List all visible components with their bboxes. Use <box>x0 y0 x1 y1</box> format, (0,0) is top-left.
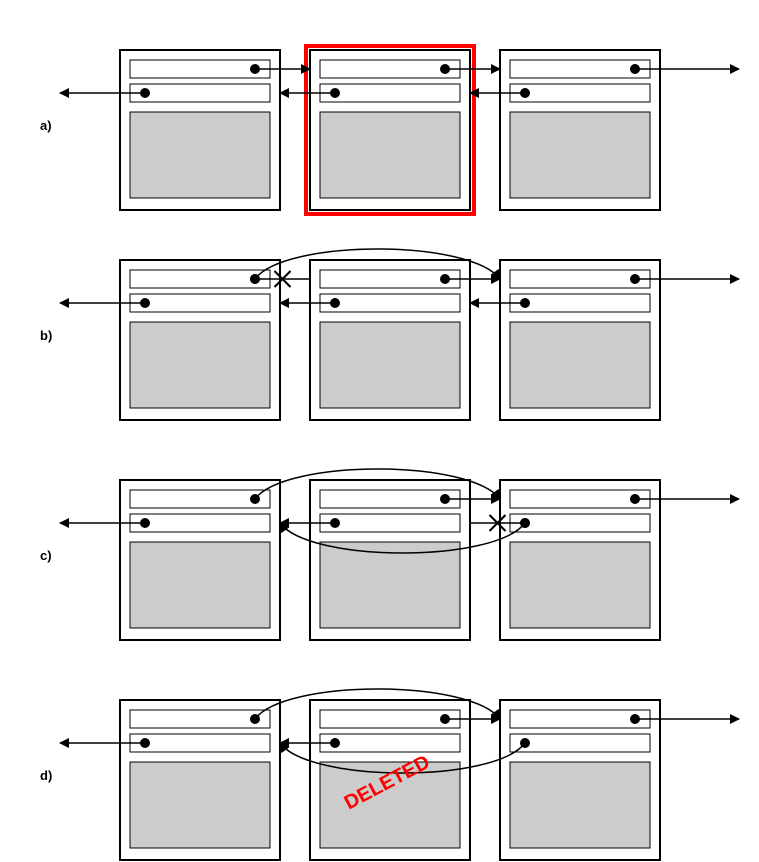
next-pointer-slot <box>510 710 650 728</box>
prev-pointer-slot <box>320 84 460 102</box>
next-pointer-slot <box>320 60 460 78</box>
diagram-row: c) <box>40 469 739 640</box>
prev-pointer-slot <box>130 294 270 312</box>
prev-pointer-slot <box>130 734 270 752</box>
prev-pointer-slot <box>510 294 650 312</box>
node-data-body <box>130 762 270 848</box>
next-pointer-slot <box>510 60 650 78</box>
node-data-body <box>320 542 460 628</box>
prev-pointer-slot <box>320 514 460 532</box>
next-pointer-slot <box>320 490 460 508</box>
node-data-body <box>130 542 270 628</box>
node-data-body <box>130 112 270 198</box>
prev-pointer-slot <box>320 294 460 312</box>
node-data-body <box>510 542 650 628</box>
row-label: a) <box>40 118 52 133</box>
diagram-row: b) <box>40 249 739 420</box>
node-data-body <box>510 112 650 198</box>
node-data-body <box>130 322 270 408</box>
row-label: c) <box>40 548 52 563</box>
next-pointer-slot <box>130 60 270 78</box>
node-data-body <box>320 322 460 408</box>
next-pointer-slot <box>510 270 650 288</box>
linked-list-deletion-diagram: a) b) c) d)DELETED <box>0 0 759 862</box>
prev-pointer-slot <box>510 84 650 102</box>
prev-pointer-slot <box>320 734 460 752</box>
prev-pointer-slot <box>510 514 650 532</box>
next-pointer-slot <box>320 710 460 728</box>
node-data-body <box>510 322 650 408</box>
prev-pointer-slot <box>130 84 270 102</box>
next-pointer-slot <box>130 490 270 508</box>
node-data-body <box>320 112 460 198</box>
next-pointer-slot <box>320 270 460 288</box>
prev-pointer-slot <box>130 514 270 532</box>
diagram-row: d)DELETED <box>40 689 739 860</box>
next-pointer-slot <box>130 710 270 728</box>
prev-pointer-slot <box>510 734 650 752</box>
node-data-body <box>510 762 650 848</box>
row-label: d) <box>40 768 52 783</box>
next-pointer-slot <box>510 490 650 508</box>
diagram-row: a) <box>40 46 739 214</box>
row-label: b) <box>40 328 52 343</box>
next-pointer-slot <box>130 270 270 288</box>
